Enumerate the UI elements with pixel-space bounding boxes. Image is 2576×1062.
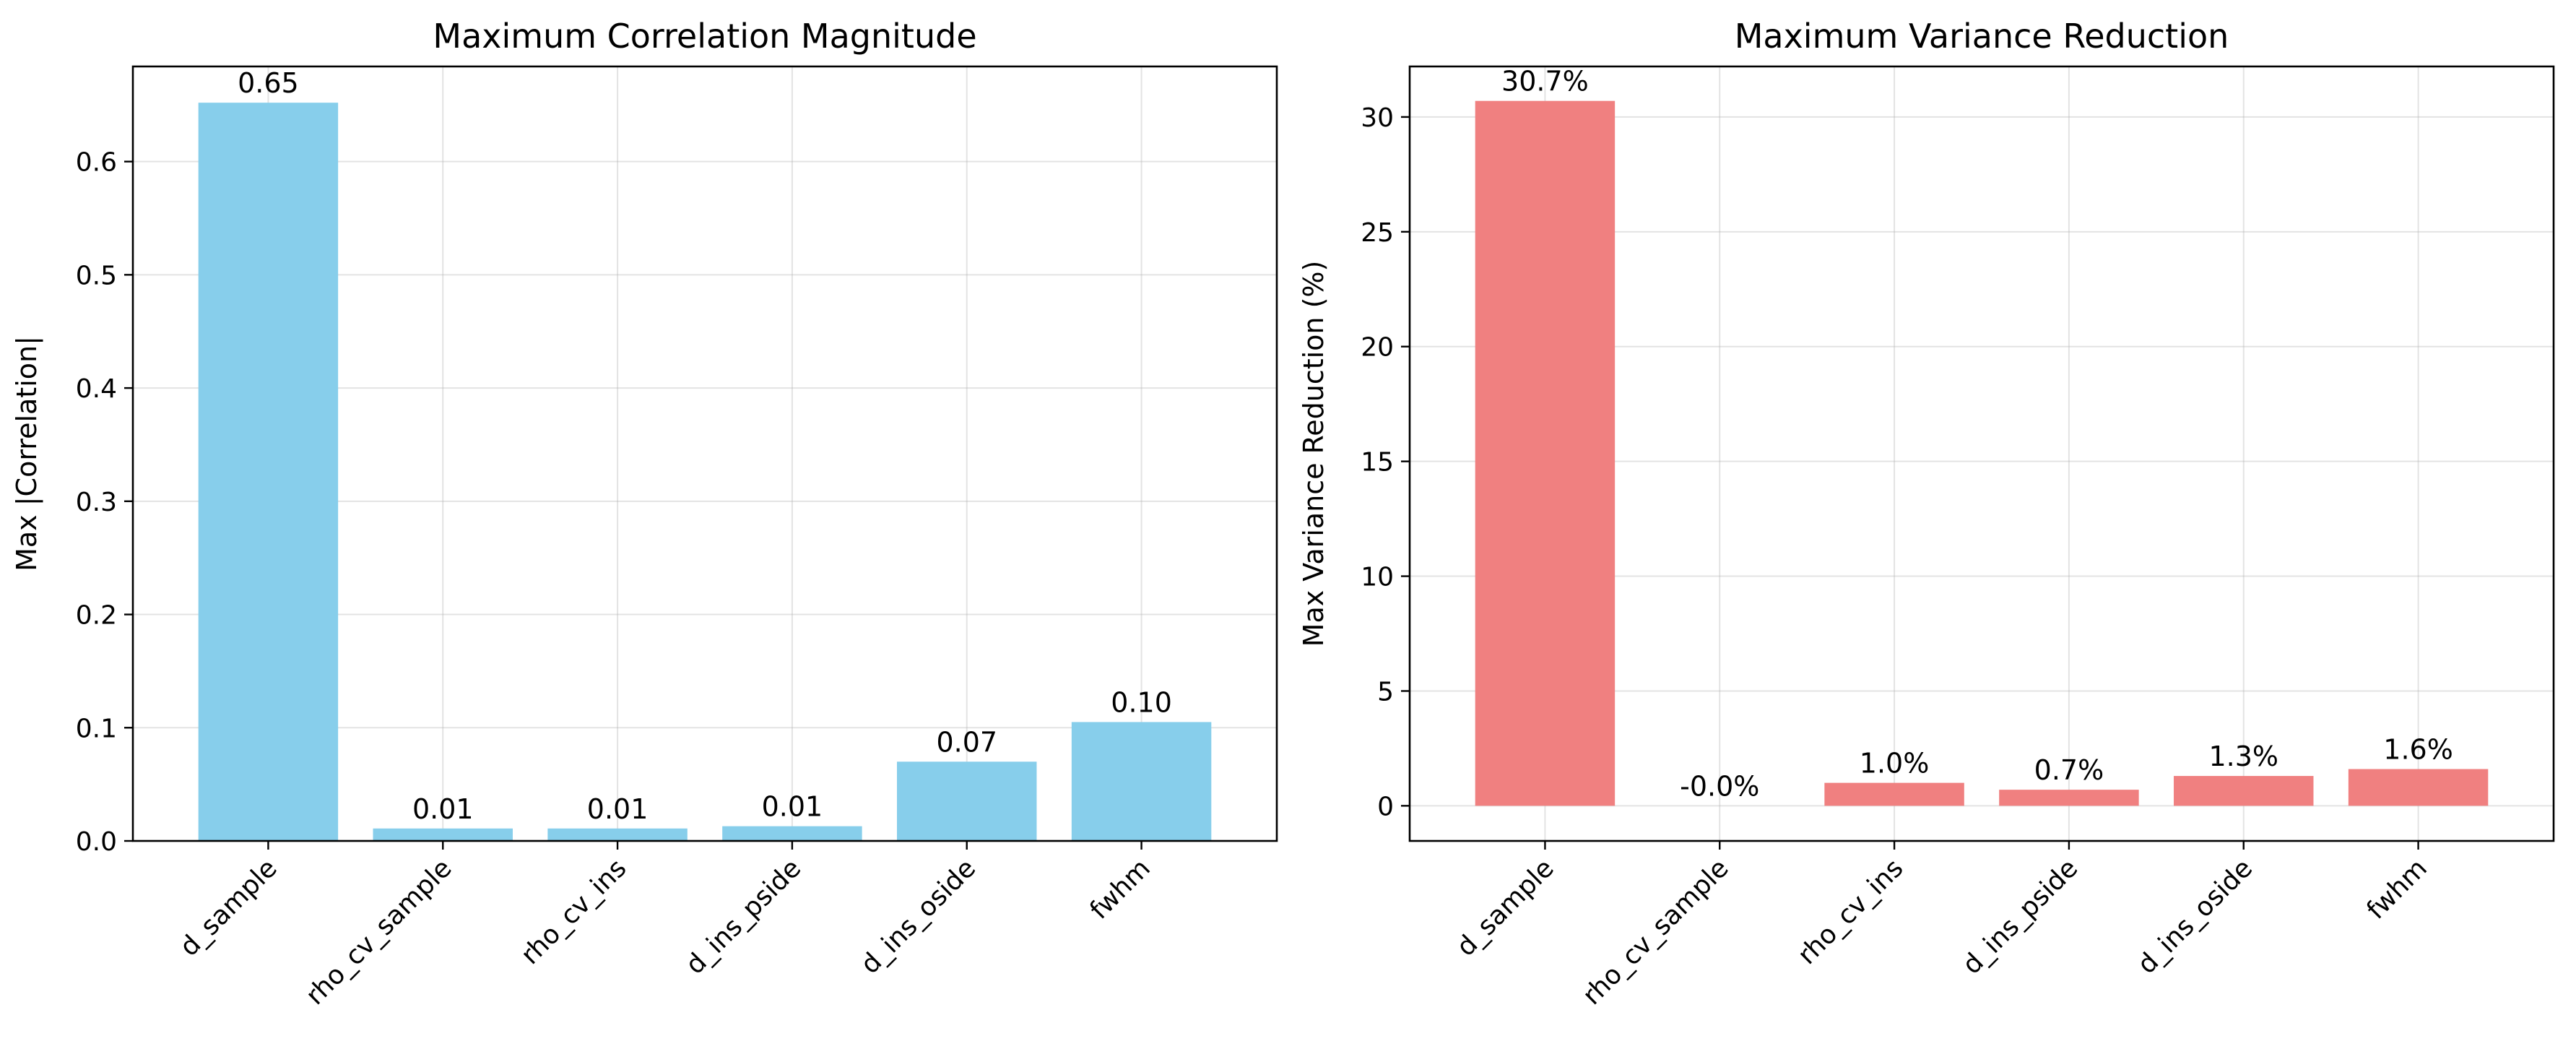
data-label: 0.10 — [1111, 686, 1172, 718]
y-tick-label: 0.0 — [76, 827, 117, 857]
data-label: 0.7% — [2034, 754, 2104, 786]
y-tick-label: 0.3 — [76, 488, 117, 517]
y-tick-label: 0.2 — [76, 601, 117, 631]
y-tick-label: 0.1 — [76, 714, 117, 743]
bar-d-ins-pside — [1999, 790, 2139, 806]
data-label: -0.0% — [1680, 770, 1759, 802]
data-label: 0.07 — [936, 726, 997, 758]
y-tick-label: 0.5 — [76, 261, 117, 290]
correlation-chart: 0.65 0.01 0.01 0.01 0.07 0.10 0.0 0.1 0.2 0.3 0.4 0… — [11, 17, 1278, 1011]
bar-d-sample — [198, 103, 339, 842]
bar-fwhm — [2348, 769, 2489, 806]
y-tick-label: 25 — [1361, 218, 1394, 248]
x-tick-label: d_sample — [174, 853, 282, 962]
bar-d-sample — [1475, 100, 1616, 806]
x-tick-label: d_ins_pside — [1957, 853, 2083, 980]
chart-title: Maximum Variance Reduction — [1735, 17, 2229, 56]
data-label: 0.65 — [238, 67, 299, 99]
x-tick-label: fwhm — [2362, 853, 2433, 925]
data-label: 30.7% — [1501, 66, 1589, 98]
variance-reduction-chart: 30.7% -0.0% 1.0% 0.7% 1.3% 1.6% 0 5 10 15 20 25 30 d_… — [1298, 17, 2555, 1011]
x-tick-label: rho_cv_sample — [300, 853, 458, 1011]
plot-frame — [131, 65, 1278, 842]
data-label: 0.01 — [762, 791, 823, 823]
bar-d-ins-oside — [2174, 776, 2314, 806]
bar-rho-cv-ins — [1824, 782, 1964, 806]
chart-title: Maximum Correlation Magnitude — [433, 17, 976, 56]
y-tick-label: 5 — [1377, 677, 1394, 707]
data-label: 0.01 — [412, 793, 474, 825]
y-tick-label: 20 — [1361, 333, 1394, 363]
y-axis-label: Max |Correlation| — [11, 336, 43, 571]
x-tick-label: rho_cv_ins — [1792, 853, 1909, 970]
x-tick-label: rho_cv_sample — [1577, 853, 1735, 1011]
x-tick-label: d_ins_oside — [855, 853, 981, 980]
bar-rho-cv-ins — [547, 828, 688, 841]
bar-rho-cv-sample — [373, 828, 513, 841]
y-axis-label: Max Variance Reduction (%) — [1298, 261, 1330, 647]
data-label: 1.3% — [2208, 741, 2278, 772]
x-tick-label: d_sample — [1451, 853, 1559, 962]
y-tick-label: 10 — [1361, 563, 1394, 592]
x-tick-label: d_ins_oside — [2132, 853, 2258, 980]
x-tick-label: d_ins_pside — [680, 853, 807, 980]
bar-d-ins-oside — [897, 761, 1037, 841]
x-tick-label: rho_cv_ins — [516, 853, 633, 970]
data-label: 1.6% — [2383, 734, 2453, 766]
data-label: 0.01 — [587, 793, 649, 825]
y-tick-label: 15 — [1361, 448, 1394, 478]
bar-fwhm — [1071, 722, 1212, 841]
y-tick-label: 30 — [1361, 103, 1394, 133]
y-tick-label: 0 — [1377, 792, 1394, 821]
x-tick-label: fwhm — [1085, 853, 1156, 925]
y-tick-label: 0.6 — [76, 148, 117, 178]
data-label: 1.0% — [1860, 748, 1930, 780]
bar-d-ins-pside — [722, 826, 862, 841]
y-tick-label: 0.4 — [76, 374, 117, 404]
plot-frame — [1408, 65, 2555, 842]
